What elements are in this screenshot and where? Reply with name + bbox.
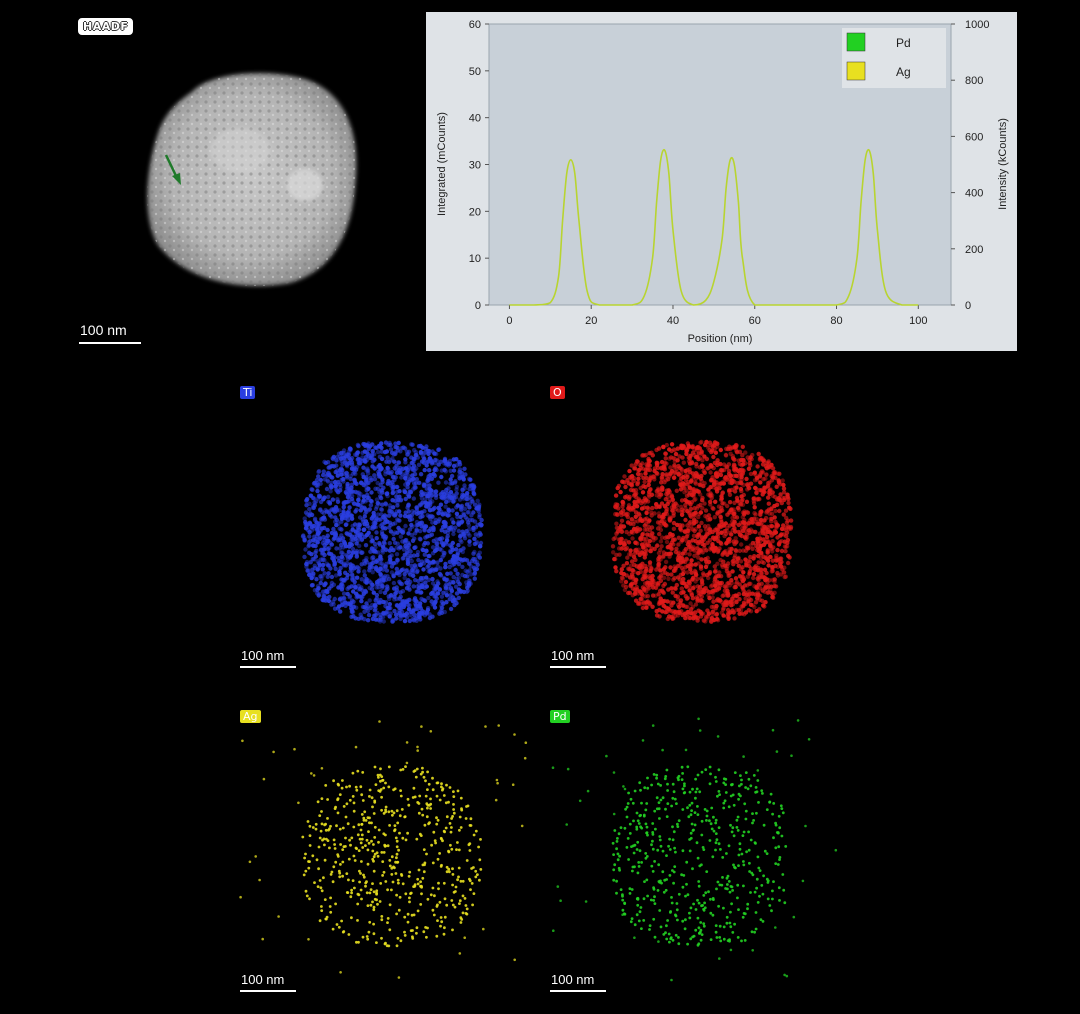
legend-label-pd: Pd [896, 36, 911, 50]
map-element-label: O [550, 386, 565, 399]
legend-swatch-ag [846, 61, 866, 81]
y-tick-label: 50 [469, 66, 481, 78]
y-tick-label: 0 [475, 300, 481, 312]
scale-label: 100 nm [551, 648, 595, 663]
ti-map-image [300, 440, 484, 624]
legend: Pd Ag [842, 28, 946, 88]
pd-map-image [551, 717, 838, 982]
map-element-label: Ag [240, 710, 261, 723]
haadf-image [147, 73, 357, 286]
scale-bar [550, 666, 606, 668]
map-ti: Ti 100 nm [232, 372, 532, 677]
x-axis-label: Position (nm) [688, 333, 753, 345]
y-tick-label: 20 [469, 206, 481, 218]
scale-label: 100 nm [551, 972, 595, 987]
scale-bar [79, 342, 141, 344]
x-tick-label: 80 [830, 315, 842, 327]
line-profile-chart: 0 10 20 30 40 50 60 0 200 400 600 800 1000 0 20 40 60 8… [426, 12, 1017, 351]
y-axis-label: Integrated (mCounts) [436, 112, 448, 216]
ag-profile-line [509, 148, 919, 306]
map-o: O 100 nm [542, 372, 842, 677]
x-tick-label: 0 [506, 315, 512, 327]
map-ag: Ag 100 nm [232, 696, 532, 1001]
x-tick-label: 20 [585, 315, 597, 327]
x-tick-label: 60 [749, 315, 761, 327]
y2-axis-label: Intensity (kCounts) [997, 118, 1009, 210]
y2-tick-label: 200 [965, 244, 983, 256]
map-element-label: Ti [240, 386, 256, 399]
chart-plot: 0 10 20 30 40 50 60 0 200 400 600 800 1000 0 20 40 60 8… [436, 19, 1009, 345]
y-tick-label: 30 [469, 160, 481, 172]
scale-bar [240, 666, 296, 668]
haadf-label: HAADF [78, 18, 134, 35]
scale-label: 100 nm [241, 648, 285, 663]
o-map-image [610, 439, 794, 624]
scale-label: 100 nm [241, 972, 285, 987]
y2-tick-label: 600 [965, 131, 983, 143]
x-tick-label: 100 [909, 315, 927, 327]
ag-map-image [239, 720, 528, 979]
y2-tick-label: 0 [965, 300, 971, 312]
legend-swatch-pd [846, 32, 866, 52]
legend-label-ag: Ag [896, 65, 911, 79]
haadf-panel: HAADF 100 nm [60, 0, 410, 355]
x-tick-label: 40 [667, 315, 679, 327]
y2-tick-label: 400 [965, 188, 983, 200]
scale-label: 100 nm [80, 322, 127, 338]
map-pd: Pd 100 nm [542, 696, 842, 1001]
scale-bar [240, 990, 296, 992]
y-tick-label: 10 [469, 253, 481, 265]
y2-tick-label: 1000 [965, 19, 989, 31]
y2-tick-label: 800 [965, 75, 983, 87]
map-element-label: Pd [550, 710, 570, 723]
y-tick-label: 40 [469, 113, 481, 125]
y-tick-label: 60 [469, 19, 481, 31]
scale-bar [550, 990, 606, 992]
